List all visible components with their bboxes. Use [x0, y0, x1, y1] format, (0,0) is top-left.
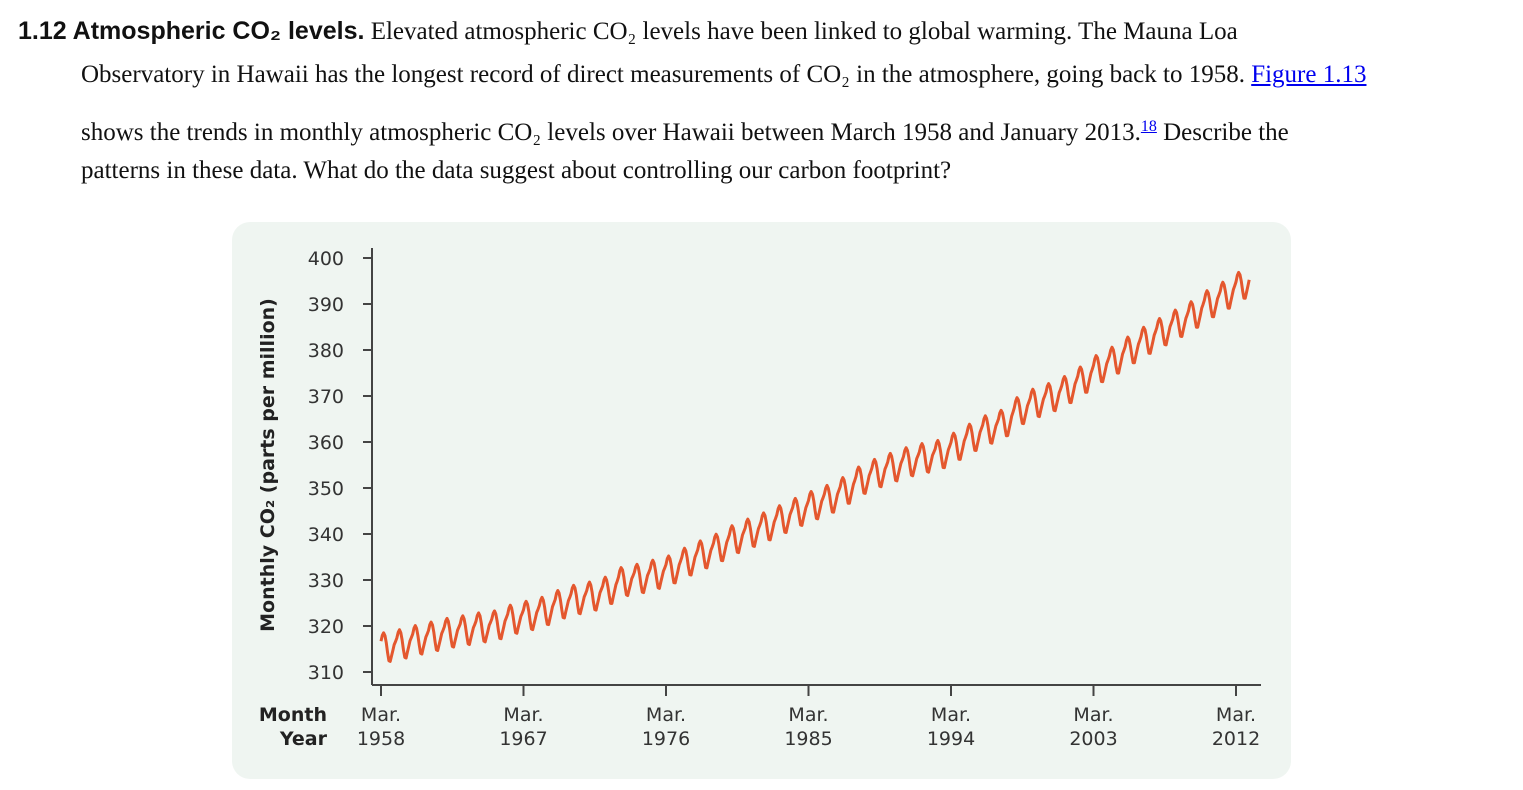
y-tick-label: 340: [308, 524, 344, 546]
exercise-text: Observatory in Hawaii has the longest re…: [81, 61, 1252, 88]
figure-link[interactable]: Figure 1.13: [1251, 61, 1367, 88]
exercise-heading: 1.12 Atmospheric CO₂ levels.: [18, 17, 365, 45]
exercise-line-1: 1.12 Atmospheric CO₂ levels. Elevated at…: [18, 16, 1238, 47]
y-tick-label: 370: [308, 386, 344, 408]
exercise-line-4: patterns in these data. What do the data…: [81, 156, 951, 186]
y-tick-label: 310: [308, 662, 344, 684]
x-tick-label-month: Mar.: [361, 704, 401, 726]
x-tick-label-year: 1985: [784, 728, 832, 750]
x-tick-label-year: 2012: [1212, 728, 1260, 750]
x-tick-label-year: 2003: [1069, 728, 1117, 750]
x-tick-label-year: 1958: [357, 728, 405, 750]
y-tick-label: 320: [308, 616, 344, 638]
exercise-text: patterns in these data. What do the data…: [81, 157, 952, 184]
x-tick-label-year: 1976: [642, 728, 690, 750]
exercise-line-3: shows the trends in monthly atmospheric …: [81, 112, 1289, 148]
x-tick-label-month: Mar.: [503, 704, 543, 726]
exercise-line-2: Observatory in Hawaii has the longest re…: [81, 60, 1366, 90]
footnote-link[interactable]: 18: [1140, 118, 1157, 135]
x-axis-label-year: Year: [279, 728, 328, 750]
x-tick-label-year: 1994: [927, 728, 975, 750]
y-tick-label: 400: [308, 248, 344, 270]
x-tick-label-month: Mar.: [931, 704, 971, 726]
x-tick-label-month: Mar.: [788, 704, 828, 726]
y-tick-label: 390: [308, 294, 344, 316]
co2-series-line: [379, 270, 1251, 663]
y-tick-label: 350: [308, 478, 344, 500]
y-tick-label: 380: [308, 340, 344, 362]
figure-panel: [232, 222, 1291, 779]
x-axis-label-month: Month: [259, 704, 327, 726]
y-axis-label: Monthly CO₂ (parts per million): [257, 298, 279, 632]
y-tick-label: 360: [308, 432, 344, 454]
y-tick-label: 330: [308, 570, 344, 592]
exercise-text: shows the trends in monthly atmospheric …: [81, 119, 1141, 146]
x-tick-label-year: 1967: [499, 728, 547, 750]
x-tick-label-month: Mar.: [1216, 704, 1256, 726]
x-tick-label-month: Mar.: [646, 704, 686, 726]
exercise-text: Describe the: [1156, 119, 1289, 146]
exercise-text: Elevated atmospheric CO₂ levels have bee…: [364, 18, 1238, 45]
x-tick-label-month: Mar.: [1073, 704, 1113, 726]
